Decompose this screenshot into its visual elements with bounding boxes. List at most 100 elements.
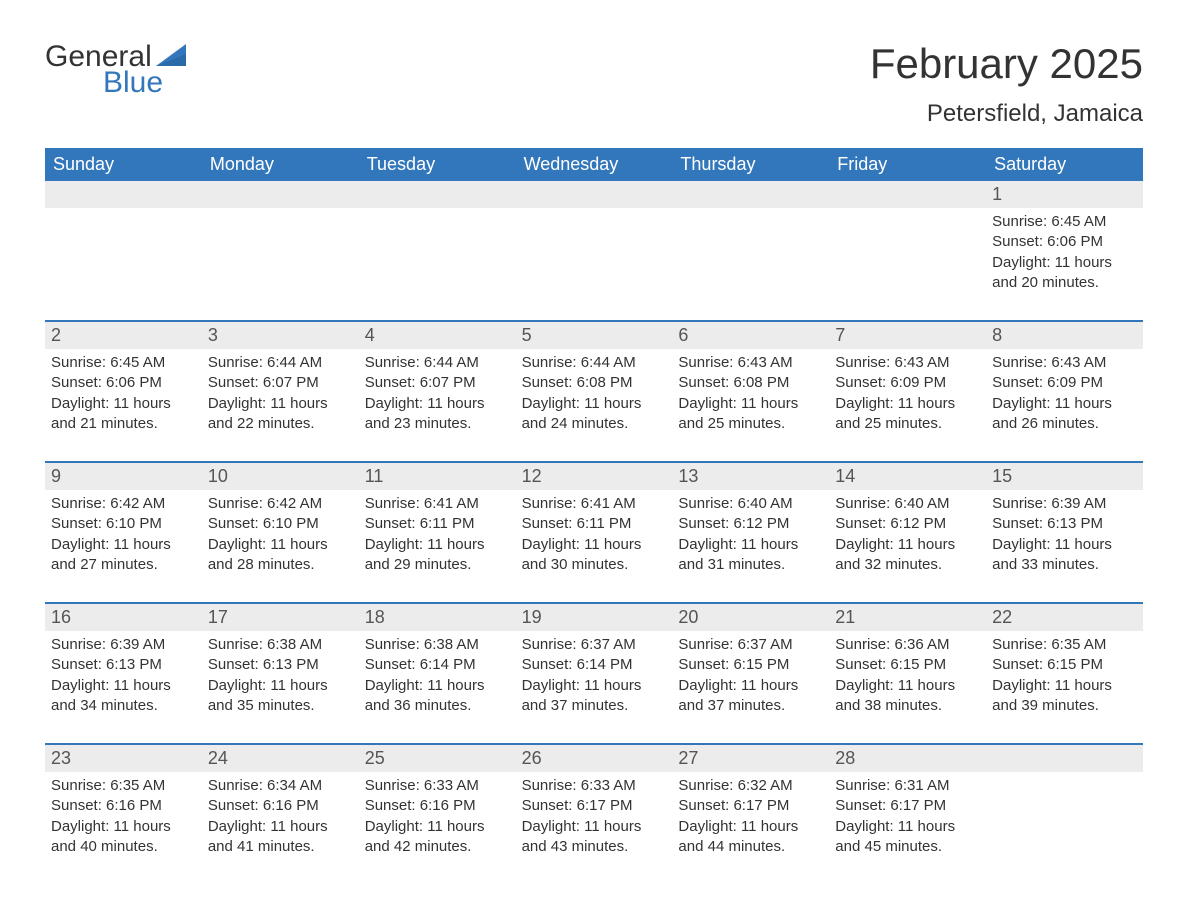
day-content: Sunrise: 6:35 AMSunset: 6:15 PMDaylight:… (986, 631, 1143, 743)
sunrise-line: Sunrise: 6:38 AM (208, 635, 353, 655)
sunset-line: Sunset: 6:11 PM (522, 514, 667, 534)
day-number: 22 (986, 604, 1143, 631)
day-content: Sunrise: 6:42 AMSunset: 6:10 PMDaylight:… (45, 490, 202, 602)
day-content: Sunrise: 6:38 AMSunset: 6:14 PMDaylight:… (359, 631, 516, 743)
day-content: Sunrise: 6:45 AMSunset: 6:06 PMDaylight:… (986, 208, 1143, 320)
weekday-monday: Monday (202, 148, 359, 181)
sunrise-line: Sunrise: 6:39 AM (51, 635, 196, 655)
daylight-line: Daylight: 11 hours and 24 minutes. (522, 394, 667, 435)
header: General Blue February 2025 Petersfield, … (45, 40, 1143, 128)
month-title: February 2025 (870, 40, 1143, 88)
day-content (516, 208, 673, 320)
sunrise-line: Sunrise: 6:43 AM (678, 353, 823, 373)
sunrise-line: Sunrise: 6:35 AM (992, 635, 1137, 655)
sunrise-line: Sunrise: 6:36 AM (835, 635, 980, 655)
day-number: 20 (672, 604, 829, 631)
day-number (202, 181, 359, 208)
daylight-line: Daylight: 11 hours and 28 minutes. (208, 535, 353, 576)
day-number: 9 (45, 463, 202, 490)
day-number (45, 181, 202, 208)
sunset-line: Sunset: 6:10 PM (51, 514, 196, 534)
day-content (202, 208, 359, 320)
sunrise-line: Sunrise: 6:32 AM (678, 776, 823, 796)
day-number: 21 (829, 604, 986, 631)
day-number: 18 (359, 604, 516, 631)
daylight-line: Daylight: 11 hours and 22 minutes. (208, 394, 353, 435)
daylight-line: Daylight: 11 hours and 23 minutes. (365, 394, 510, 435)
sunset-line: Sunset: 6:15 PM (835, 655, 980, 675)
weekday-friday: Friday (829, 148, 986, 181)
day-content: Sunrise: 6:44 AMSunset: 6:07 PMDaylight:… (359, 349, 516, 461)
sunrise-line: Sunrise: 6:45 AM (992, 212, 1137, 232)
sunrise-line: Sunrise: 6:41 AM (365, 494, 510, 514)
day-content: Sunrise: 6:44 AMSunset: 6:08 PMDaylight:… (516, 349, 673, 461)
day-content-row: Sunrise: 6:45 AMSunset: 6:06 PMDaylight:… (45, 208, 1143, 320)
daylight-line: Daylight: 11 hours and 20 minutes. (992, 253, 1137, 294)
day-number: 6 (672, 322, 829, 349)
sunrise-line: Sunrise: 6:44 AM (208, 353, 353, 373)
daylight-line: Daylight: 11 hours and 29 minutes. (365, 535, 510, 576)
day-content-row: Sunrise: 6:39 AMSunset: 6:13 PM Daylight:… (45, 631, 1143, 743)
sunrise-line: Sunrise: 6:43 AM (992, 353, 1137, 373)
weekday-saturday: Saturday (986, 148, 1143, 181)
sunset-line: Sunset: 6:08 PM (678, 373, 823, 393)
day-content (986, 772, 1143, 884)
day-content: Sunrise: 6:40 AMSunset: 6:12 PMDaylight:… (829, 490, 986, 602)
day-number: 14 (829, 463, 986, 490)
day-content: Sunrise: 6:41 AMSunset: 6:11 PMDaylight:… (516, 490, 673, 602)
sunset-line: Sunset: 6:09 PM (992, 373, 1137, 393)
sunrise-line: Sunrise: 6:31 AM (835, 776, 980, 796)
day-number: 28 (829, 745, 986, 772)
day-number: 15 (986, 463, 1143, 490)
weekday-wednesday: Wednesday (516, 148, 673, 181)
daylight-line: Daylight: 11 hours and 32 minutes. (835, 535, 980, 576)
day-number: 8 (986, 322, 1143, 349)
location: Petersfield, Jamaica (870, 100, 1143, 128)
sunset-line: Sunset: 6:12 PM (835, 514, 980, 534)
day-number: 27 (672, 745, 829, 772)
day-number: 3 (202, 322, 359, 349)
daylight-line: Daylight: 11 hours and 37 minutes. (522, 676, 667, 717)
sunrise-line: Sunrise: 6:42 AM (51, 494, 196, 514)
sunset-line: Sunset: 6:13 PM (992, 514, 1137, 534)
day-number: 5 (516, 322, 673, 349)
sunrise-line: Sunrise: 6:40 AM (678, 494, 823, 514)
weekday-thursday: Thursday (672, 148, 829, 181)
daylight-line: Daylight: 11 hours and 27 minutes. (51, 535, 196, 576)
weekday-tuesday: Tuesday (359, 148, 516, 181)
day-content: Sunrise: 6:33 AMSunset: 6:17 PMDaylight:… (516, 772, 673, 884)
day-content: Sunrise: 6:39 AMSunset: 6:13 PMDaylight:… (986, 490, 1143, 602)
sunrise-line: Sunrise: 6:38 AM (365, 635, 510, 655)
daylight-line: Daylight: 11 hours and 44 minutes. (678, 817, 823, 858)
day-number (672, 181, 829, 208)
day-number-row: 1 (45, 181, 1143, 208)
logo: General Blue (45, 40, 186, 100)
day-number: 10 (202, 463, 359, 490)
sunrise-line: Sunrise: 6:37 AM (522, 635, 667, 655)
daylight-line: Daylight: 11 hours and 25 minutes. (835, 394, 980, 435)
sunset-line: Sunset: 6:12 PM (678, 514, 823, 534)
day-content (45, 208, 202, 320)
day-content: Sunrise: 6:32 AMSunset: 6:17 PMDaylight:… (672, 772, 829, 884)
sunset-line: Sunset: 6:13 PM (51, 655, 196, 675)
sunset-line: Sunset: 6:14 PM (365, 655, 510, 675)
sunset-line: Sunset: 6:08 PM (522, 373, 667, 393)
sunset-line: Sunset: 6:14 PM (522, 655, 667, 675)
sunrise-line: Sunrise: 6:33 AM (365, 776, 510, 796)
sunrise-line: Sunrise: 6:35 AM (51, 776, 196, 796)
day-content: Sunrise: 6:45 AMSunset: 6:06 PMDaylight:… (45, 349, 202, 461)
day-number: 23 (45, 745, 202, 772)
day-content (359, 208, 516, 320)
sunset-line: Sunset: 6:17 PM (678, 796, 823, 816)
sunset-line: Sunset: 6:11 PM (365, 514, 510, 534)
day-content: Sunrise: 6:41 AMSunset: 6:11 PMDaylight:… (359, 490, 516, 602)
sunrise-line: Sunrise: 6:42 AM (208, 494, 353, 514)
sunset-line: Sunset: 6:10 PM (208, 514, 353, 534)
sunrise-line: Sunrise: 6:43 AM (835, 353, 980, 373)
day-content (672, 208, 829, 320)
week-row: 9101112131415Sunrise: 6:42 AMSunset: 6:1… (45, 461, 1143, 602)
week-row: 1Sunrise: 6:45 AMSunset: 6:06 PMDaylight… (45, 181, 1143, 320)
daylight-line: Daylight: 11 hours and 36 minutes. (365, 676, 510, 717)
day-number: 16 (45, 604, 202, 631)
daylight-line: Daylight: 11 hours and 38 minutes. (835, 676, 980, 717)
